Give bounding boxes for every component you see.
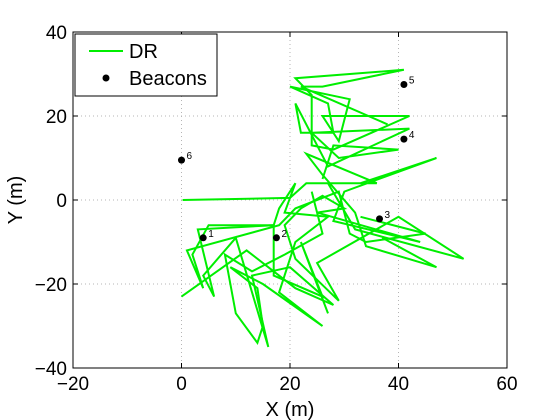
beacon-point xyxy=(376,215,384,223)
beacon-label: 1 xyxy=(208,229,214,240)
beacon-point xyxy=(178,156,185,164)
y-tick-label: 0 xyxy=(56,191,67,212)
legend-beacons-label: Beacons xyxy=(129,68,207,90)
plot-area: 1 2 3 4 5 6 xyxy=(178,68,465,348)
dr-trajectory-line xyxy=(289,68,410,180)
dr-trajectory-line xyxy=(185,182,426,345)
legend-dr-label: DR xyxy=(129,41,158,63)
y-axis-label: Y (m) xyxy=(5,176,27,225)
beacon-label: 5 xyxy=(409,76,415,87)
y-tick-label: −20 xyxy=(35,275,67,296)
x-tick-label: 0 xyxy=(176,374,187,395)
beacon-label: 2 xyxy=(281,229,287,240)
x-tick-label: 60 xyxy=(496,374,517,395)
beacon-point xyxy=(400,81,408,88)
y-tick-label: 20 xyxy=(46,107,67,128)
x-axis-label: X (m) xyxy=(266,399,315,420)
beacon-label: 3 xyxy=(385,210,391,221)
legend-box xyxy=(74,33,218,97)
beacon-label: 6 xyxy=(187,151,193,162)
x-tick-label: −20 xyxy=(57,374,89,395)
beacon-point xyxy=(199,234,207,242)
legend: DR Beacons xyxy=(74,33,218,97)
y-tick-label: 40 xyxy=(46,23,67,44)
dr-trajectory-line xyxy=(180,224,335,348)
y-tick-label: −40 xyxy=(35,359,67,380)
beacon-point xyxy=(272,234,280,242)
x-tick-label: 20 xyxy=(279,374,300,395)
beacon-label: 4 xyxy=(409,130,415,141)
legend-beacon-swatch xyxy=(102,74,110,82)
beacon-point xyxy=(400,135,408,143)
dr-trajectory-line xyxy=(182,151,465,302)
x-tick-label: 40 xyxy=(388,374,409,395)
